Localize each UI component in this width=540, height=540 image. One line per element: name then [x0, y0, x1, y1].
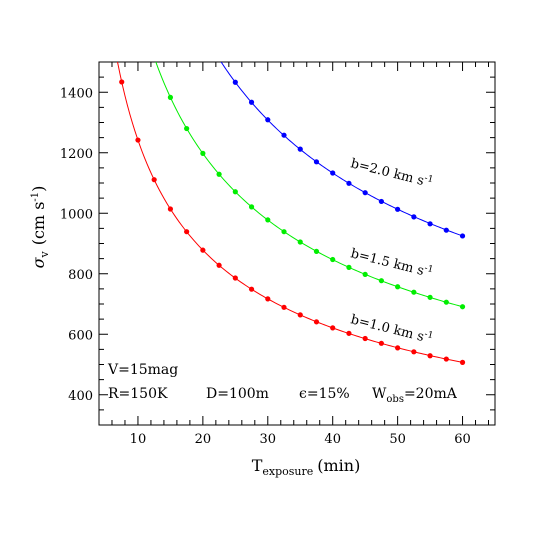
- series-1-point: [395, 284, 401, 290]
- series-1-point: [313, 248, 320, 254]
- x-tick-label: 30: [260, 432, 277, 447]
- series-1-point: [200, 150, 206, 156]
- series-2-point: [232, 275, 238, 281]
- y-tick-label: 400: [68, 389, 93, 404]
- series-1-point: [346, 264, 352, 270]
- series-2-point: [265, 296, 271, 302]
- annotation-resolution: R=150K: [108, 386, 168, 402]
- annotation-wobs: Wobs=20mA: [372, 386, 458, 405]
- series-1-point: [281, 229, 287, 235]
- series-0-point: [362, 190, 368, 196]
- series-1-point: [362, 271, 368, 277]
- y-tick-label: 1400: [60, 86, 93, 101]
- series-1-point: [265, 217, 271, 223]
- series-2-point: [135, 137, 141, 143]
- series-1-point: [167, 94, 174, 100]
- series-2-point: [346, 330, 352, 336]
- x-tick-label: 60: [454, 432, 471, 447]
- series-1-point: [232, 189, 238, 195]
- series-1-point: [443, 299, 449, 305]
- x-tick-label: 40: [324, 432, 341, 447]
- series-2-point: [200, 247, 206, 253]
- annotation-vmag: V=15mag: [107, 362, 178, 378]
- annotation-efficiency: ϵ=15%: [299, 386, 350, 402]
- series-2-point: [427, 353, 433, 359]
- series-1-point: [184, 125, 190, 132]
- series-1-point: [248, 204, 255, 210]
- series-1-point: [427, 294, 433, 300]
- series-2-point: [151, 177, 157, 183]
- series-line-2: [117, 62, 463, 363]
- series-2-point: [330, 325, 336, 331]
- series-0-point: [411, 214, 417, 220]
- series-2-point: [119, 79, 125, 85]
- series-1-point: [330, 256, 336, 263]
- series-2-point: [216, 262, 222, 268]
- y-tick-label: 1000: [60, 207, 93, 222]
- series-2-point: [411, 349, 417, 355]
- series-2-point: [248, 286, 255, 292]
- series-2-point: [443, 356, 449, 362]
- x-axis-title: Texposure (min): [252, 456, 361, 478]
- series-1-point: [297, 239, 303, 245]
- y-tick-label: 800: [68, 268, 93, 283]
- series-label-b10: b=1.0 km s-1: [349, 311, 434, 347]
- annotation-diameter: D=100m: [206, 386, 269, 402]
- series-0-point: [297, 146, 303, 152]
- x-tick-label: 10: [130, 432, 147, 447]
- series-0-point: [459, 233, 466, 239]
- series-0-point: [330, 170, 336, 176]
- series-2-point: [395, 345, 401, 351]
- series-0-point: [378, 198, 384, 205]
- series-label-b15: b=1.5 km s-1: [349, 245, 434, 281]
- series-1-point: [459, 304, 466, 310]
- series-0-point: [248, 99, 255, 105]
- series-0-point: [395, 206, 401, 212]
- series-1-point: [216, 171, 222, 177]
- series-0-point: [443, 227, 449, 233]
- series-line-0: [220, 62, 463, 237]
- x-tick-label: 50: [389, 432, 406, 447]
- series-1-point: [378, 278, 384, 284]
- series-2-point: [459, 359, 466, 365]
- series-0-point: [313, 159, 320, 165]
- series-2-point: [378, 340, 384, 346]
- series-0-point: [281, 132, 287, 138]
- series-2-point: [184, 229, 190, 235]
- series-1-point: [411, 289, 417, 295]
- y-tick-label: 600: [68, 328, 93, 343]
- x-tick-label: 20: [195, 432, 212, 447]
- curves: [117, 62, 463, 363]
- axes: 10 20 30 40 50 60 400 600 800 1000 1200 1400: [60, 61, 496, 447]
- y-axis-title: σv(cm s-1): [29, 186, 51, 269]
- series-2-point: [167, 206, 174, 212]
- y-tick-label: 1200: [60, 147, 93, 162]
- series-label-b2: b=2.0 km s-1: [349, 155, 434, 191]
- series-0-point: [346, 180, 352, 186]
- series-2-point: [281, 304, 287, 310]
- series-2-point: [297, 312, 303, 318]
- series-0-point: [232, 79, 238, 85]
- series-2-point: [313, 319, 320, 325]
- series-0-point: [427, 221, 433, 227]
- series-0-point: [265, 117, 271, 123]
- data-points: [119, 79, 466, 365]
- series-2-point: [362, 335, 368, 342]
